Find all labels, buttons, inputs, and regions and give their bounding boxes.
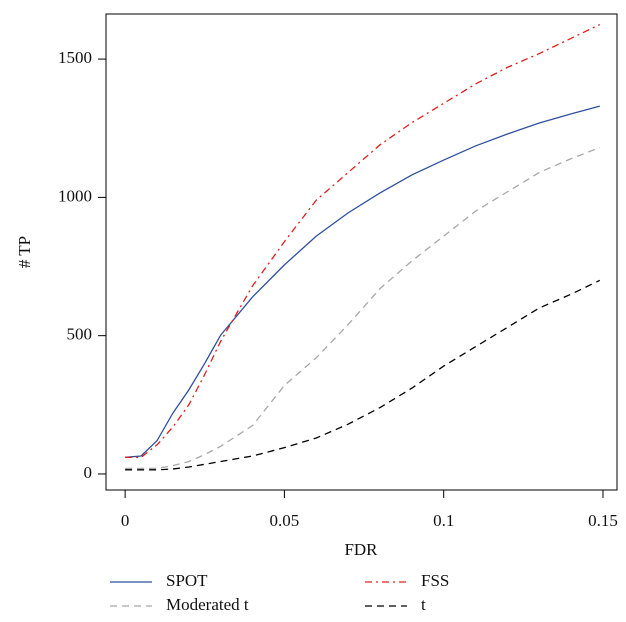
legend-label: t bbox=[421, 595, 426, 614]
series-line bbox=[125, 105, 600, 459]
legend-label: FSS bbox=[421, 571, 449, 590]
y-tick-label: 1500 bbox=[58, 48, 92, 67]
x-tick-label: 0.15 bbox=[588, 511, 618, 530]
series-line bbox=[125, 279, 601, 471]
legend-label: SPOT bbox=[166, 571, 208, 590]
x-tick-label: 0.05 bbox=[270, 511, 300, 530]
y-tick-label: 1000 bbox=[58, 186, 92, 205]
legend-label: Moderated t bbox=[166, 595, 249, 614]
y-tick-label: 0 bbox=[84, 463, 93, 482]
y-axis-label: # TP bbox=[15, 236, 34, 268]
x-axis-label: FDR bbox=[344, 540, 378, 559]
y-tick-label: 500 bbox=[67, 325, 93, 344]
plot-frame bbox=[105, 13, 618, 491]
x-tick-label: 0.1 bbox=[433, 511, 454, 530]
x-tick-label: 0 bbox=[121, 511, 130, 530]
series-line bbox=[125, 146, 601, 470]
series-line bbox=[125, 23, 601, 459]
